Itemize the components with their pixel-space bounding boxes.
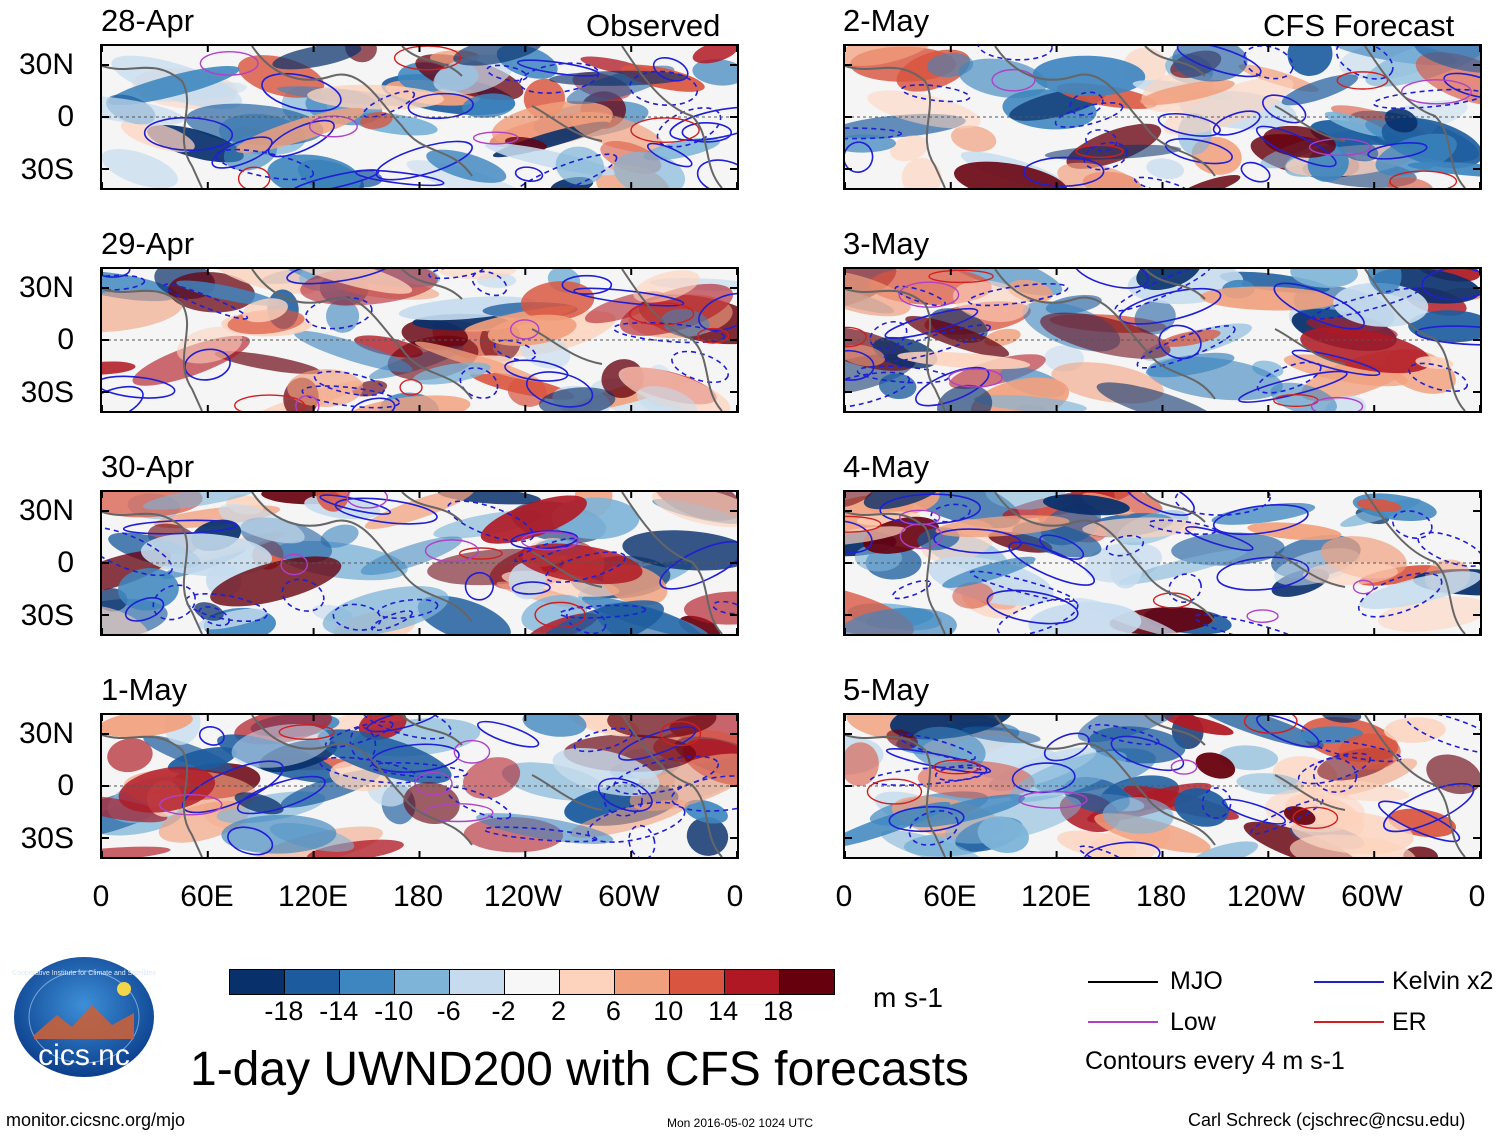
lon-label-60e: 60E <box>923 880 977 913</box>
footer-timestamp: Mon 2016-05-02 1024 UTC <box>667 1116 814 1130</box>
legend-label-er: ER <box>1392 1008 1427 1036</box>
colorbar-segment <box>450 970 505 994</box>
observed-heading: Observed <box>586 8 721 43</box>
lat-label-0: 0 <box>57 323 74 356</box>
lon-label-120e: 120E <box>277 880 349 913</box>
lon-label-0: 0 <box>92 880 110 913</box>
lat-label-30s: 30S <box>20 599 74 632</box>
lon-label-60e: 60E <box>180 880 234 913</box>
lon-label-180: 180 <box>392 880 444 913</box>
legend-line-kelvin <box>1314 981 1384 983</box>
legend-label-low: Low <box>1170 1008 1216 1036</box>
panel-date-29apr: 29-Apr <box>101 226 195 261</box>
colorbar-segment <box>230 970 285 994</box>
footer-author[interactable]: Carl Schreck (cjschrec@ncsu.edu) <box>1188 1110 1466 1130</box>
lon-label-120e: 120E <box>1020 880 1092 913</box>
colorbar-segment <box>560 970 615 994</box>
lon-label-60w: 60W <box>1341 880 1403 913</box>
lat-label-30s: 30S <box>20 376 74 409</box>
contour-note: Contours every 4 m s-1 <box>1085 1047 1345 1075</box>
logo-ring-text: Cooperative Institute for Climate and Sa… <box>12 970 156 977</box>
colorbar-tick-label: -2 <box>491 996 516 1026</box>
colorbar-segment <box>285 970 340 994</box>
panel-date-30apr: 30-Apr <box>101 449 195 484</box>
colorbar <box>229 969 835 995</box>
figure-title: 1-day UWND200 with CFS forecasts <box>190 1043 969 1096</box>
panel-date-2may: 2-May <box>843 3 930 38</box>
cics-logo: Cooperative Institute for Climate and Sa… <box>12 957 156 1077</box>
colorbar-tick-label: 18 <box>763 996 794 1026</box>
lat-label-30n: 30N <box>18 717 74 750</box>
colorbar-tick-label: -18 <box>264 996 304 1026</box>
colorbar-segment <box>780 970 834 994</box>
lat-label-0: 0 <box>57 546 74 579</box>
lat-label-30n: 30N <box>18 48 74 81</box>
colorbar-tick-label: 2 <box>550 996 566 1026</box>
legend-line-mjo <box>1088 981 1158 983</box>
colorbar-segment <box>340 970 395 994</box>
colorbar-segment <box>615 970 670 994</box>
legend-label-mjo: MJO <box>1170 967 1223 995</box>
map-panel-1may <box>100 713 739 859</box>
lat-label-30n: 30N <box>18 494 74 527</box>
panel-date-1may: 1-May <box>101 672 188 707</box>
map-panel-28apr <box>100 44 739 190</box>
map-panel-30apr <box>100 490 739 636</box>
lon-label-0: 0 <box>1468 880 1486 913</box>
legend-line-er <box>1314 1021 1384 1023</box>
legend-line-low <box>1088 1021 1158 1023</box>
colorbar-tick-label: -10 <box>374 996 414 1026</box>
lat-label-30n: 30N <box>18 271 74 304</box>
colorbar-tick-label: -6 <box>436 996 461 1026</box>
footer-url[interactable]: monitor.cicsnc.org/mjo <box>6 1110 186 1130</box>
lon-label-0: 0 <box>835 880 853 913</box>
lat-label-0: 0 <box>57 100 74 133</box>
lon-label-0: 0 <box>726 880 744 913</box>
colorbar-tick-label: 14 <box>708 996 739 1026</box>
legend-label-kelvin: Kelvin x2 <box>1392 967 1494 995</box>
panel-date-28apr: 28-Apr <box>101 3 195 38</box>
colorbar-segment <box>505 970 560 994</box>
colorbar-segment <box>725 970 780 994</box>
cfs-forecast-heading: CFS Forecast <box>1263 8 1455 43</box>
panel-date-3may: 3-May <box>843 226 930 261</box>
map-panel-29apr <box>100 267 739 413</box>
logo-text: cics.nc <box>38 1039 130 1072</box>
map-panel-5may <box>843 713 1482 859</box>
map-panel-3may <box>843 267 1482 413</box>
map-panel-4may <box>843 490 1482 636</box>
colorbar-tick-label: 6 <box>605 996 621 1026</box>
colorbar-segment <box>670 970 725 994</box>
lat-label-30s: 30S <box>20 822 74 855</box>
lon-label-120w: 120W <box>483 880 563 913</box>
colorbar-segment <box>395 970 450 994</box>
panel-date-5may: 5-May <box>843 672 930 707</box>
lat-label-0: 0 <box>57 769 74 802</box>
lon-label-180: 180 <box>1135 880 1187 913</box>
lon-label-120w: 120W <box>1226 880 1306 913</box>
colorbar-units: m s-1 <box>873 982 943 1013</box>
map-panel-2may <box>843 44 1482 190</box>
lat-label-30s: 30S <box>20 153 74 186</box>
colorbar-tick-label: 10 <box>653 996 684 1026</box>
panel-date-4may: 4-May <box>843 449 930 484</box>
lon-label-60w: 60W <box>598 880 660 913</box>
colorbar-tick-label: -14 <box>319 996 359 1026</box>
